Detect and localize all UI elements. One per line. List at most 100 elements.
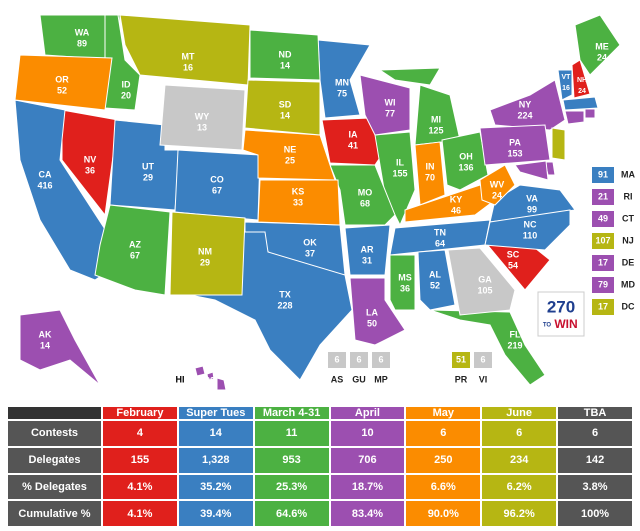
state-delegates: 125 <box>428 125 443 135</box>
table-cell: 100% <box>556 499 634 528</box>
state-box <box>592 189 614 205</box>
state-abbr: MS <box>398 272 412 282</box>
state-delegates: 153 <box>507 148 522 158</box>
table-cell: 39.4% <box>176 499 255 528</box>
territory-delegates: 6 <box>378 354 383 364</box>
state-shape <box>571 59 591 99</box>
state-abbr: WI <box>385 97 396 107</box>
state-abbr: MA <box>621 169 635 179</box>
state-abbr: DE <box>622 257 635 267</box>
state-abbr: IL <box>396 157 405 167</box>
table-cell: 11 <box>252 419 331 448</box>
logo-to: TO <box>543 323 552 329</box>
state-abbr: OH <box>459 151 473 161</box>
state-abbr: NC <box>524 219 537 229</box>
state-abbr: PA <box>509 137 521 147</box>
state-delegates: 31 <box>362 255 372 265</box>
state-delegates: 16 <box>562 85 570 92</box>
state-abbr: GA <box>478 274 492 284</box>
state-shape <box>564 110 585 125</box>
table-cell: 142 <box>556 445 634 475</box>
territory-abbr: MP <box>374 374 388 384</box>
column-header: Super Tues <box>176 405 255 421</box>
state-delegates: 54 <box>508 260 518 270</box>
state-abbr: KS <box>292 186 305 196</box>
table-cell: 18.7% <box>328 472 407 502</box>
state-abbr: AK <box>39 329 52 339</box>
state-delegates: 224 <box>517 110 532 120</box>
table-cell: 706 <box>328 445 407 475</box>
state-shape <box>489 79 566 131</box>
table-cell: 4.1% <box>101 499 179 528</box>
state-shape <box>169 211 246 296</box>
table-cell: 10 <box>328 419 407 448</box>
column-header: April <box>328 405 407 421</box>
state-delegates: 14 <box>280 110 290 120</box>
corner-cell <box>6 405 103 421</box>
state-delegates: 16 <box>183 62 193 72</box>
state-shape <box>429 309 546 386</box>
state-abbr: VT <box>562 74 572 81</box>
state-delegates: 22 <box>205 375 215 385</box>
state-delegates: 228 <box>277 300 292 310</box>
state-delegates: 219 <box>507 340 522 350</box>
state-shape <box>479 164 516 206</box>
table-row: Contests 4 14 11 10 6 6 6 <box>6 419 634 448</box>
state-abbr: TN <box>434 227 446 237</box>
state-shape <box>206 371 215 381</box>
state-box <box>592 211 614 227</box>
territory-delegates: 6 <box>356 354 361 364</box>
state-delegates: 67 <box>130 250 140 260</box>
state-abbr: WV <box>490 179 505 189</box>
table-cell: 6.2% <box>480 472 559 502</box>
state-abbr: NJ <box>622 235 634 245</box>
state-abbr: KY <box>450 194 463 204</box>
state-shape <box>417 249 456 311</box>
table-row: Delegates 155 1,328 953 706 250 234 142 <box>6 445 634 475</box>
header-row: February Super Tues March 4-31 April May June… <box>6 405 634 421</box>
state-shape <box>257 179 341 226</box>
state-delegates: 29 <box>200 257 210 267</box>
territory-delegates: 6 <box>480 354 485 364</box>
state-box <box>592 299 614 315</box>
territory-abbr: PR <box>455 374 468 384</box>
table-cell: 14 <box>176 419 255 448</box>
state-shape <box>584 108 596 119</box>
state-delegates: 68 <box>360 198 370 208</box>
state-abbr: CT <box>622 213 634 223</box>
state-shape <box>378 67 441 86</box>
state-delegates: 21 <box>598 191 608 201</box>
state-box <box>592 255 614 271</box>
state-shape <box>551 127 566 161</box>
state-shape <box>159 84 246 151</box>
state-delegates: 20 <box>121 90 131 100</box>
state-abbr: OK <box>303 237 317 247</box>
state-delegates: 77 <box>385 108 395 118</box>
state-delegates: 91 <box>598 169 608 179</box>
table-row: Cumulative % 4.1% 39.4% 64.6% 83.4% 90.0% 96.2… <box>6 499 634 528</box>
state-shape <box>484 209 571 251</box>
state-abbr: MI <box>431 114 441 124</box>
state-abbr: MD <box>621 279 635 289</box>
state-abbr: ND <box>279 49 292 59</box>
state-abbr: CA <box>39 169 52 179</box>
logo-win: WIN <box>554 317 577 331</box>
table-cell: 6 <box>480 419 559 448</box>
state-delegates: 50 <box>367 318 377 328</box>
table-cell: 83.4% <box>328 499 407 528</box>
state-abbr: OR <box>55 74 69 84</box>
state-abbr: ME <box>595 41 609 51</box>
row-label: % Delegates <box>6 472 103 502</box>
state-shape <box>389 254 416 311</box>
state-abbr: TX <box>279 289 291 299</box>
state-abbr: AR <box>361 244 374 254</box>
state-delegates: 14 <box>280 60 290 70</box>
state-delegates: 110 <box>523 230 538 240</box>
state-shape <box>574 14 621 76</box>
state-delegates: 416 <box>37 180 52 190</box>
table-cell: 3.8% <box>556 472 634 502</box>
state-shape <box>244 79 321 136</box>
territory-abbr: VI <box>479 374 488 384</box>
